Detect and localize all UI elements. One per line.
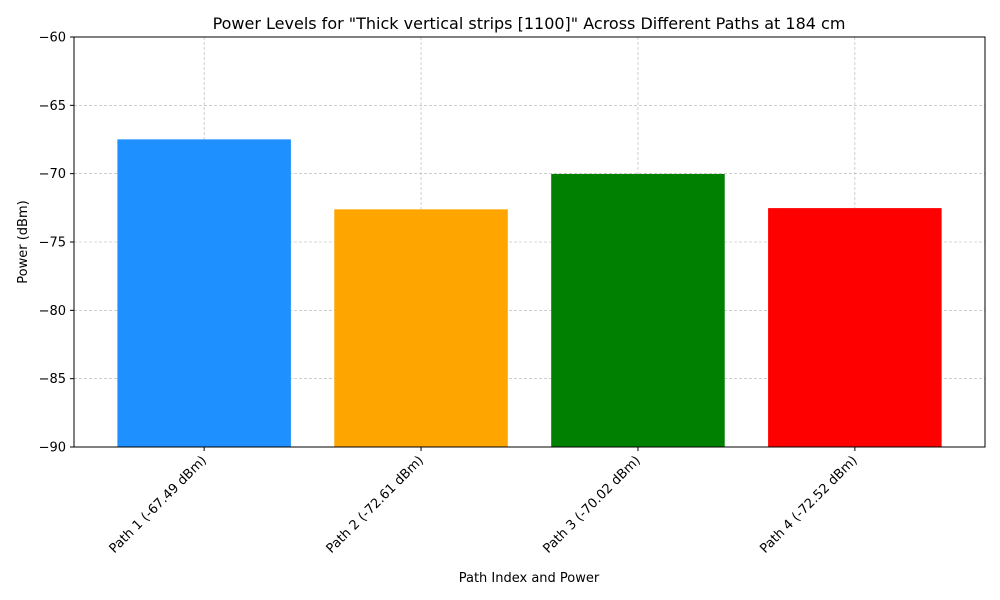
y-tick-label: −85 — [39, 372, 66, 387]
chart-title: Power Levels for "Thick vertical strips … — [213, 14, 846, 33]
bars — [117, 139, 942, 447]
y-axis-label: Power (dBm) — [16, 200, 31, 283]
y-tick-label: −65 — [39, 99, 66, 114]
bar-path-3 — [551, 173, 725, 447]
x-axis: Path 1 (-67.49 dBm) Path 2 (-72.61 dBm) Pa… — [107, 447, 861, 557]
y-tick-label: −60 — [39, 31, 66, 46]
bar-path-2 — [334, 209, 508, 447]
x-tick-label: Path 1 (-67.49 dBm) — [107, 453, 210, 556]
x-tick-label: Path 3 (-70.02 dBm) — [540, 453, 643, 556]
y-tick-label: −80 — [39, 304, 66, 319]
y-tick-label: −75 — [39, 236, 66, 251]
x-axis-label: Path Index and Power — [459, 571, 600, 586]
y-tick-label: −70 — [39, 167, 66, 182]
bar-path-4 — [768, 208, 942, 447]
y-tick-label: −90 — [39, 441, 66, 456]
x-tick-label: Path 2 (-72.61 dBm) — [324, 453, 427, 556]
y-axis: −90 −85 −80 −75 −70 −65 −60 — [39, 31, 74, 456]
x-tick-label: Path 4 (-72.52 dBm) — [757, 453, 860, 556]
bar-path-1 — [117, 139, 291, 447]
